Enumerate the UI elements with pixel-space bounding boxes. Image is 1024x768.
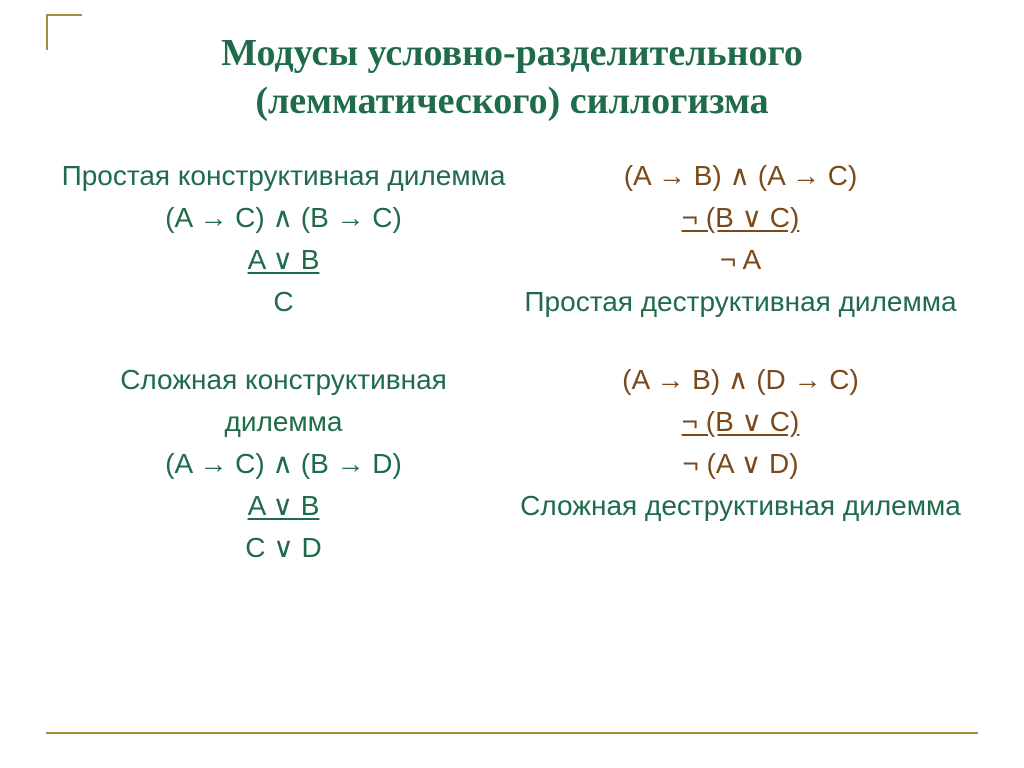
title-line-2: (лемматического) силлогизма [255,80,768,122]
corner-accent [46,14,82,50]
formula-line-1: (A → B) ∧ (A → C) [517,155,964,197]
dilemma-label: Сложная конструктивная дилемма [60,359,507,443]
quadrant-bottom-left: Сложная конструктивная дилемма (A → C) ∧… [60,359,507,569]
formula-line-3: ¬ (A ∨ D) [517,443,964,485]
dilemma-label: Простая деструктивная дилемма [517,281,964,323]
title-line-1: Модусы условно-разделительного [221,32,803,74]
formula-line-3: C ∨ D [60,527,507,569]
formula-line-2: A ∨ B [60,239,507,281]
formula-line-2: ¬ (B ∨ C) [517,197,964,239]
formula-line-3: ¬ A [517,239,964,281]
formula-line-3: C [60,281,507,323]
formula-line-1: (A → B) ∧ (D → C) [517,359,964,401]
footer-accent-line [46,732,978,734]
quadrant-bottom-right: (A → B) ∧ (D → C) ¬ (B ∨ C) ¬ (A ∨ D) Сл… [517,359,964,569]
formula-line-1: (A → C) ∧ (B → D) [60,443,507,485]
formula-line-1: (A → C) ∧ (B → C) [60,197,507,239]
content-grid: Простая конструктивная дилемма (A → C) ∧… [50,155,974,569]
quadrant-top-right: (A → B) ∧ (A → C) ¬ (B ∨ C) ¬ A Простая … [517,155,964,323]
quadrant-top-left: Простая конструктивная дилемма (A → C) ∧… [60,155,507,323]
slide-title: Модусы условно-разделительного (лемматич… [50,30,974,125]
slide: Модусы условно-разделительного (лемматич… [0,0,1024,768]
formula-line-2: ¬ (B ∨ C) [517,401,964,443]
dilemma-label: Сложная деструктивная дилемма [517,485,964,527]
dilemma-label: Простая конструктивная дилемма [60,155,507,197]
formula-line-2: A ∨ B [60,485,507,527]
